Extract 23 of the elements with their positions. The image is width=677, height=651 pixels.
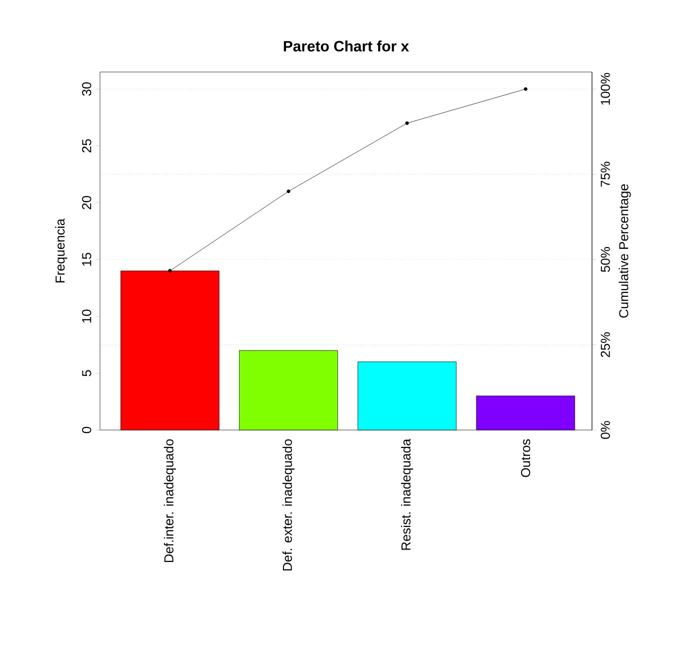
y2-tick-label: 100% [600, 72, 610, 105]
y2-tick-label: 25% [600, 332, 610, 358]
y-tick-label: 5 [82, 370, 92, 376]
y-tick-label: 25 [82, 139, 92, 152]
y-tick-label: 10 [82, 310, 92, 323]
y-tick-label: 20 [82, 196, 92, 210]
x-tick-label: Def.inter. inadequado [164, 439, 176, 562]
x-tick-label: Outros [521, 439, 530, 478]
x-tick-label: Resist. inadequada [401, 438, 414, 550]
y2-axis-title: Cumulative Percentage [618, 184, 631, 318]
y2-tick-label: 75% [600, 162, 610, 187]
chart-title: Pareto Chart for x [284, 40, 409, 52]
x-tick-label: Def. exter. inadequado [282, 439, 295, 570]
point [524, 87, 528, 91]
point [168, 268, 172, 273]
y2-tick-label: 50% [600, 247, 610, 272]
y-tick-label: 30 [82, 82, 92, 96]
y2-tick-label: 0% [600, 421, 610, 439]
y-tick-label: 0 [82, 426, 92, 434]
point [286, 190, 290, 194]
point [405, 121, 409, 125]
y-tick-label: 15 [82, 252, 92, 266]
y-axis-title: Frequencia [55, 218, 68, 282]
